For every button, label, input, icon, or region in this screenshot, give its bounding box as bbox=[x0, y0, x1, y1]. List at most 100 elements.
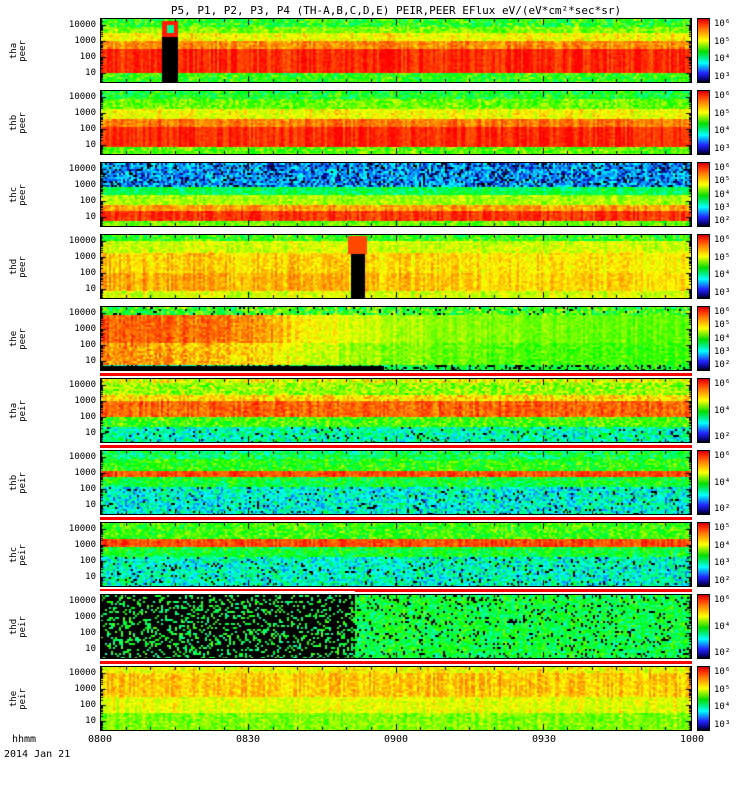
colorbar-tick-label: 10² bbox=[714, 504, 731, 514]
y-tick-label: 100 bbox=[79, 628, 96, 638]
colorbar-tick-label: 10⁴ bbox=[714, 333, 731, 344]
x-tick-label: 0800 bbox=[87, 734, 113, 745]
panel-ylabel-the_peer: the peer bbox=[9, 327, 28, 350]
y-tick-label: 1000 bbox=[74, 395, 96, 406]
red-separator-line bbox=[100, 662, 692, 664]
y-tick-label: 1000 bbox=[74, 683, 96, 694]
colorbar-tick-label: 10⁴ bbox=[714, 126, 731, 137]
spectrogram-frame bbox=[100, 666, 692, 731]
y-tick-label: 10000 bbox=[68, 307, 96, 318]
panel-ylabel-wrap: the peir bbox=[6, 666, 32, 731]
y-tick-label: 10 bbox=[85, 500, 96, 511]
colorbar-tick-label: 10⁴ bbox=[714, 189, 731, 200]
y-tick-label: 10 bbox=[85, 428, 96, 439]
colorbar-tick-label: 10⁶ bbox=[714, 451, 731, 461]
spectrogram-canvas-the_peir bbox=[101, 667, 691, 730]
x-tick-label: 0930 bbox=[531, 734, 557, 745]
spectro-panel-tha_peir: tha peir 10000 1000 100 10 10⁶ 10⁴ 10² bbox=[0, 374, 750, 447]
y-tick-label: 1000 bbox=[74, 179, 96, 190]
colorbar bbox=[697, 306, 710, 371]
colorbar-tick-label: 10⁵ bbox=[714, 36, 731, 47]
x-axis-unit-label: hhmm bbox=[12, 734, 37, 745]
y-tick-label: 100 bbox=[79, 196, 96, 206]
y-tick-label: 10 bbox=[85, 284, 96, 295]
colorbar-tick-label: 10⁴ bbox=[714, 621, 731, 632]
colorbar bbox=[697, 162, 710, 227]
spectrogram-canvas-tha_peir bbox=[101, 379, 691, 442]
y-tick-label: 100 bbox=[79, 268, 96, 278]
panel-ylabel-wrap: thd peir bbox=[6, 594, 32, 659]
y-tick-label: 10 bbox=[85, 356, 96, 367]
colorbar-tick-label: 10⁶ bbox=[714, 235, 731, 245]
colorbar-tick-label: 10⁵ bbox=[714, 108, 731, 119]
y-tick-label: 10000 bbox=[68, 379, 96, 390]
spectrogram-frame bbox=[100, 234, 692, 299]
x-tick-label: 1000 bbox=[679, 734, 705, 745]
colorbar-tick-label: 10³ bbox=[714, 202, 731, 213]
y-tick-label: 10 bbox=[85, 140, 96, 151]
panel-ylabel-thb_peir: thb peir bbox=[9, 471, 28, 494]
red-separator-line bbox=[100, 518, 692, 520]
spectro-panel-thb_peer: thb peer 10000 1000 100 10 10⁶ 10⁵ 10⁴ 10³ bbox=[0, 90, 750, 155]
panel-ylabel-thd_peer: thd peer bbox=[9, 255, 28, 278]
panel-ylabel-wrap: thc peir bbox=[6, 522, 32, 587]
colorbar-labels: 10⁵ 10⁴ 10³ 10² bbox=[714, 522, 748, 587]
panel-ylabel-wrap: thd peer bbox=[6, 234, 32, 299]
x-tick-label: 0830 bbox=[235, 734, 261, 745]
colorbar-labels: 10⁶ 10⁵ 10⁴ 10³ bbox=[714, 234, 748, 299]
colorbar bbox=[697, 450, 710, 515]
spectrogram-canvas-tha_peer bbox=[101, 19, 691, 82]
colorbar-labels: 10⁶ 10⁴ 10² bbox=[714, 594, 748, 659]
colorbar-labels: 10⁶ 10⁵ 10⁴ 10³ bbox=[714, 18, 748, 83]
y-tick-label: 10000 bbox=[68, 451, 96, 462]
spectrogram-frame bbox=[100, 378, 692, 443]
colorbar-tick-label: 10⁶ bbox=[714, 307, 731, 317]
spectro-panel-thd_peer: thd peer 10000 1000 100 10 10⁶ 10⁵ 10⁴ 10³ bbox=[0, 234, 750, 299]
colorbar-tick-label: 10⁶ bbox=[714, 19, 731, 29]
y-tick-label: 10000 bbox=[68, 91, 96, 102]
colorbar-tick-label: 10⁵ bbox=[714, 684, 731, 695]
colorbar-tick-label: 10⁴ bbox=[714, 54, 731, 65]
y-tick-label: 1000 bbox=[74, 251, 96, 262]
plot-title: P5, P1, P2, P3, P4 (TH-A,B,C,D,E) PEIR,P… bbox=[170, 4, 622, 17]
spectrogram-frame bbox=[100, 450, 692, 515]
colorbar-labels: 10⁶ 10⁵ 10⁴ 10³ bbox=[714, 90, 748, 155]
y-tick-label: 100 bbox=[79, 700, 96, 710]
y-tick-label: 100 bbox=[79, 124, 96, 134]
colorbar-tick-label: 10² bbox=[714, 360, 731, 370]
spectrogram-frame bbox=[100, 90, 692, 155]
colorbar-tick-label: 10⁵ bbox=[714, 176, 731, 187]
spectrogram-frame bbox=[100, 18, 692, 83]
y-tick-label: 1000 bbox=[74, 323, 96, 334]
panel-ylabel-thd_peir: thd peir bbox=[9, 615, 28, 638]
y-tick-label: 10 bbox=[85, 716, 96, 727]
spectro-panel-thc_peer: thc peer 10000 1000 100 10 10⁶ 10⁵ 10⁴ 10³ 10² bbox=[0, 162, 750, 227]
colorbar bbox=[697, 18, 710, 83]
spectro-panel-thb_peir: thb peir 10000 1000 100 10 10⁶ 10⁴ 10² bbox=[0, 446, 750, 519]
y-tick-label: 100 bbox=[79, 340, 96, 350]
colorbar-tick-label: 10⁴ bbox=[714, 270, 731, 281]
colorbar-tick-label: 10⁶ bbox=[714, 379, 731, 389]
y-tick-label: 10000 bbox=[68, 595, 96, 606]
spectrogram-canvas-thb_peir bbox=[101, 451, 691, 514]
y-tick-label: 10 bbox=[85, 644, 96, 655]
panel-ylabel-thc_peir: thc peir bbox=[9, 543, 28, 566]
y-tick-label: 10000 bbox=[68, 19, 96, 30]
panel-ylabel-tha_peer: tha peer bbox=[9, 39, 28, 62]
y-tick-label: 10000 bbox=[68, 667, 96, 678]
spectrogram-frame bbox=[100, 522, 692, 587]
spectrogram-canvas-thc_peir bbox=[101, 523, 691, 586]
y-tick-label: 10000 bbox=[68, 235, 96, 246]
colorbar-tick-label: 10³ bbox=[714, 346, 731, 357]
x-axis-date-label: 2014 Jan 21 bbox=[4, 749, 71, 760]
panel-ylabel-thc_peer: thc peer bbox=[9, 183, 28, 206]
y-tick-label: 100 bbox=[79, 412, 96, 422]
colorbar-tick-label: 10² bbox=[714, 432, 731, 442]
panel-ylabel-wrap: thb peer bbox=[6, 90, 32, 155]
spectrogram-canvas-the_peer bbox=[101, 307, 691, 370]
spectro-panel-thc_peir: thc peir 10000 1000 100 10 10⁵ 10⁴ 10³ 10² bbox=[0, 518, 750, 591]
panel-ylabel-wrap: thc peer bbox=[6, 162, 32, 227]
red-separator-line bbox=[100, 446, 692, 448]
colorbar-tick-label: 10⁶ bbox=[714, 667, 731, 677]
